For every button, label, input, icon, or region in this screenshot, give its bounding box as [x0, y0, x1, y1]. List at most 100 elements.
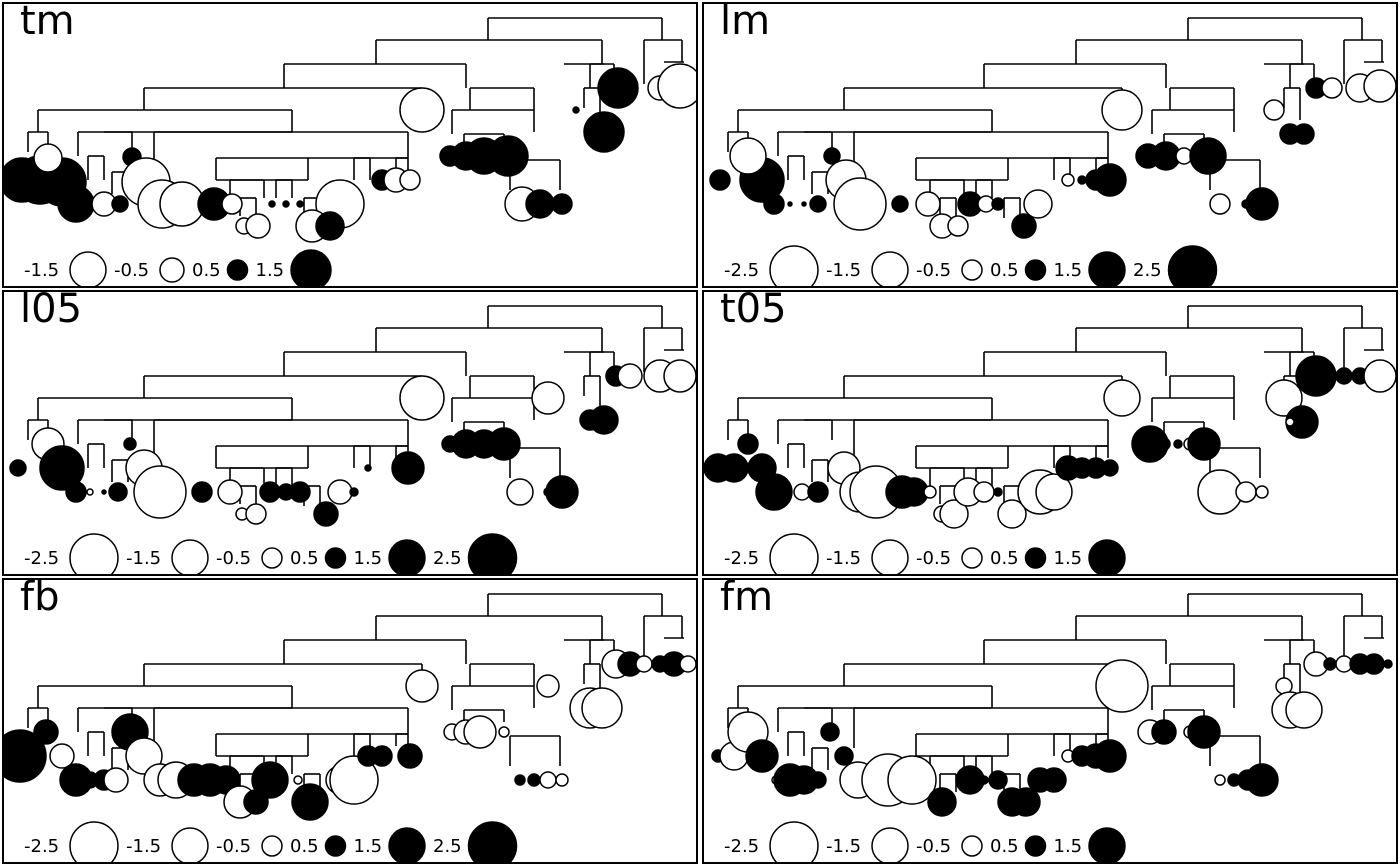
positive-value-dot	[33, 719, 59, 745]
legend-positive-circle	[388, 539, 426, 574]
positive-value-dot	[823, 147, 841, 165]
positive-value-dot	[191, 481, 213, 503]
negative-value-dot	[679, 655, 696, 673]
negative-value-dot	[1263, 99, 1285, 121]
positive-value-dot	[979, 775, 989, 785]
positive-value-dot	[1151, 719, 1177, 745]
legend-label: -0.5	[114, 260, 149, 281]
positive-value-dot	[108, 482, 128, 502]
negative-value-dot	[133, 465, 187, 519]
negative-value-dot	[947, 215, 969, 237]
negative-value-dot	[1095, 659, 1149, 713]
legend-negative-circle	[871, 827, 909, 862]
negative-value-dot	[973, 481, 995, 503]
size-legend: -2.5 -1.5 -0.5 0.5 1.5	[724, 821, 1126, 862]
legend-label: 0.5	[290, 548, 319, 569]
positive-value-dot	[243, 789, 269, 815]
legend-label: 1.5	[354, 836, 383, 857]
legend-negative-circle	[171, 539, 209, 574]
legend-label: -2.5	[24, 836, 59, 857]
phylogeny-panel-l05: l05 -2.5 -1.5 -0.5 0.5 1.5 2.5	[2, 290, 698, 576]
trait-dots	[704, 355, 1396, 529]
positive-value-dot	[589, 405, 619, 435]
negative-value-dot	[506, 478, 534, 506]
legend-label: 0.5	[990, 548, 1019, 569]
positive-value-dot	[9, 459, 27, 477]
legend-negative-circle	[961, 259, 983, 281]
panel-title: fb	[20, 580, 59, 620]
legend-negative-circle	[769, 245, 819, 286]
negative-value-dot	[1285, 691, 1323, 729]
positive-value-dot	[291, 783, 329, 821]
phylogeny-panel-fb: fb -2.5 -1.5 -0.5 0.5 1.5 2.5	[2, 578, 698, 864]
negative-value-dot	[327, 479, 353, 505]
legend-negative-circle	[261, 547, 283, 569]
legend-positive-circle	[1024, 547, 1047, 569]
title-background	[704, 292, 790, 328]
positive-value-dot	[57, 185, 95, 223]
negative-value-dot	[245, 213, 271, 239]
negative-value-dot	[555, 773, 569, 787]
positive-value-dot	[1093, 163, 1127, 197]
negative-value-dot	[531, 381, 565, 415]
legend-label: 0.5	[290, 836, 319, 857]
legend-positive-circle	[1088, 539, 1126, 574]
positive-value-dot	[4, 729, 47, 783]
positive-value-dot	[551, 193, 573, 215]
negative-value-dot	[1285, 417, 1295, 427]
tree-branches	[727, 17, 1384, 218]
negative-value-dot	[33, 143, 63, 173]
legend-label: -0.5	[916, 836, 951, 857]
title-background	[704, 580, 784, 616]
positive-value-dot	[1187, 427, 1221, 461]
size-legend: -2.5 -1.5 -0.5 0.5 1.5 2.5	[724, 245, 1218, 286]
negative-value-dot	[939, 499, 969, 529]
phylogeny-panel-fm: fm -2.5 -1.5 -0.5 0.5 1.5	[702, 578, 1398, 864]
legend-label: -0.5	[916, 548, 951, 569]
negative-value-dot	[1363, 359, 1396, 393]
positive-value-dot	[745, 739, 779, 773]
legend-label: 1.5	[354, 548, 383, 569]
legend-positive-circle	[467, 821, 518, 862]
negative-value-dot	[1035, 473, 1073, 511]
positive-value-dot	[65, 481, 87, 503]
panel-title: fm	[720, 580, 773, 620]
legend-label: -1.5	[126, 836, 161, 857]
legend-negative-circle	[769, 821, 819, 862]
negative-value-dot	[463, 715, 497, 749]
negative-value-dot	[729, 137, 767, 175]
positive-value-dot	[834, 746, 854, 766]
legend-label: -2.5	[724, 260, 759, 281]
positive-value-dot	[1245, 187, 1279, 221]
legend-label: 2.5	[433, 548, 462, 569]
legend-positive-circle	[1088, 251, 1126, 286]
legend-label: 1.5	[1054, 260, 1083, 281]
legend-label: -2.5	[24, 548, 59, 569]
positive-value-dot	[1245, 763, 1279, 797]
negative-value-dot	[657, 63, 696, 109]
legend-label: -1.5	[24, 260, 59, 281]
positive-value-dot	[514, 774, 526, 786]
panel-title: tm	[20, 4, 75, 44]
positive-value-dot	[755, 473, 793, 511]
negative-value-dot	[536, 674, 560, 698]
negative-value-dot	[617, 363, 643, 389]
positive-value-dot	[1011, 787, 1041, 817]
phylogeny-svg: l05 -2.5 -1.5 -0.5 0.5 1.5 2.5	[4, 292, 696, 574]
negative-value-dot	[1255, 485, 1269, 499]
positive-value-dot	[525, 189, 555, 219]
negative-value-dot	[1101, 89, 1143, 131]
positive-value-dot	[801, 201, 807, 207]
positive-value-dot	[527, 773, 541, 787]
legend-positive-circle	[388, 827, 426, 862]
legend-label: 0.5	[990, 260, 1019, 281]
negative-value-dot	[1209, 193, 1231, 215]
legend-negative-circle	[871, 251, 909, 286]
positive-value-dot	[289, 481, 311, 503]
negative-value-dot	[399, 87, 445, 133]
legend-label: -2.5	[724, 548, 759, 569]
trait-dots	[709, 69, 1396, 239]
negative-value-dot	[329, 755, 379, 805]
positive-value-dot	[349, 487, 359, 497]
legend-negative-circle	[69, 251, 107, 286]
